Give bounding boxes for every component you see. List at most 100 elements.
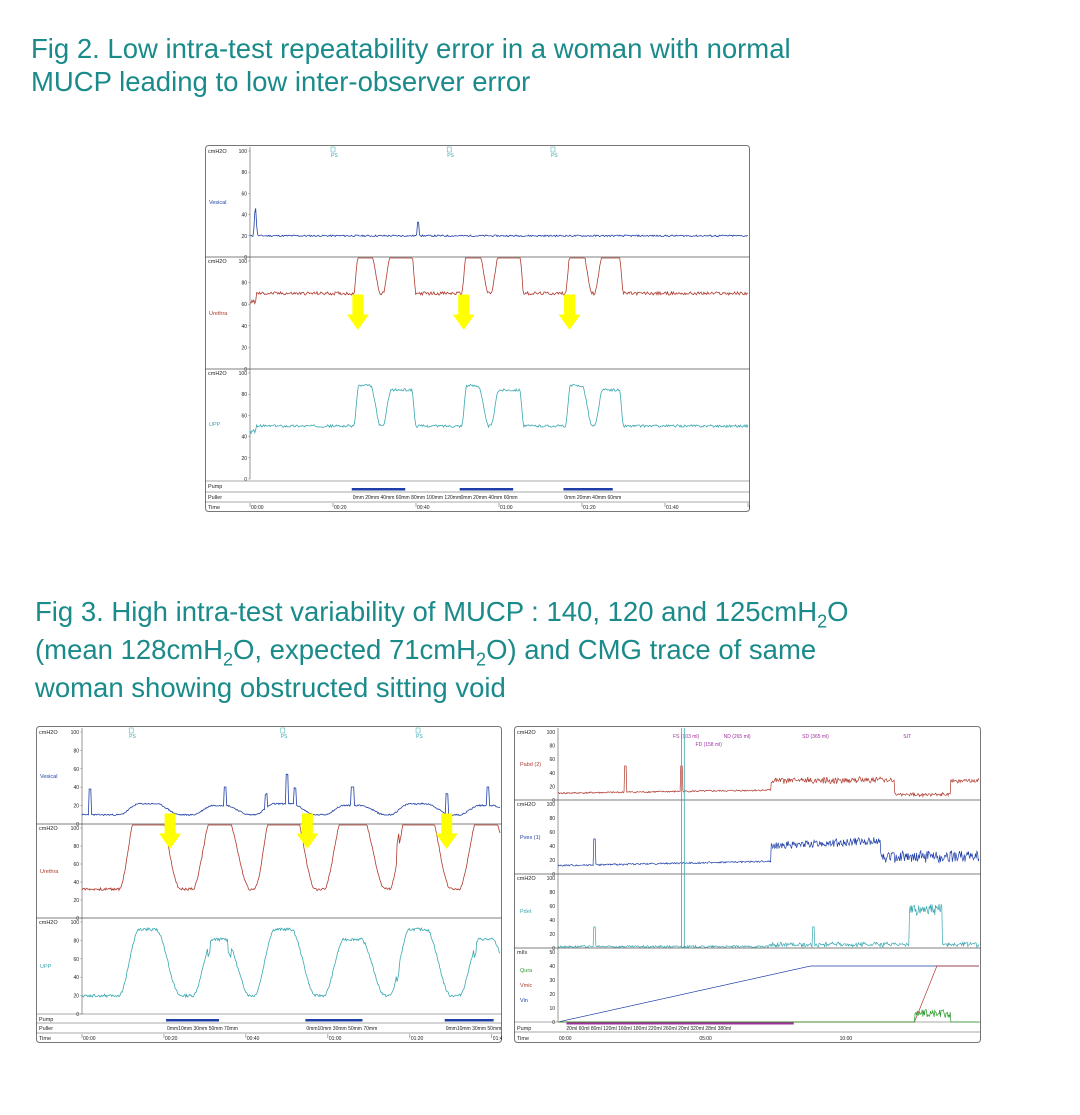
- y-tick-label: 60: [73, 767, 79, 773]
- time-tick-label: 01:00: [500, 505, 513, 511]
- time-tick-label: 01:20: [583, 505, 596, 511]
- fig3-title-line3: woman showing obstructed sitting void: [35, 672, 506, 704]
- marker-box: [446, 146, 452, 153]
- series-label-pdet: Pdet: [520, 909, 532, 915]
- series-trace-qura: [558, 1009, 979, 1023]
- series-label-vesical: Vesical: [209, 200, 226, 206]
- event-label: FS (103 ml): [673, 734, 699, 740]
- fig3-upp-chart-panel: cmH2O 100 80 60 40 20 0 Vesical cmH2O 100 80 60 40 20…: [36, 726, 502, 1043]
- y-tick-label: 80: [73, 938, 79, 944]
- arrow-marker: [159, 813, 182, 849]
- puller-text: 0mm 20mm 40mm 60mm 80mm 100mm 120mm: [353, 495, 461, 501]
- unit-label: cmH2O: [39, 920, 58, 926]
- y-tick-label: 40: [241, 324, 247, 330]
- y-tick-label: 50: [549, 950, 555, 956]
- series-label-upp: UPP: [40, 964, 52, 970]
- y-tick-label: 0: [552, 798, 555, 804]
- time-row-label: Time: [517, 1036, 529, 1042]
- time-row-label: Time: [39, 1036, 51, 1042]
- y-tick-label: 40: [549, 918, 555, 924]
- series-trace-pabd: [557, 765, 980, 798]
- y-tick-label: 100: [239, 259, 248, 265]
- time-tick-label: 00:00: [83, 1036, 96, 1042]
- fig2-title-line2: MUCP leading to low inter-observer error: [31, 66, 531, 97]
- y-tick-label: 20: [241, 456, 247, 462]
- series-label-upp: UPP: [209, 422, 221, 428]
- y-tick-label: 100: [71, 920, 80, 926]
- event-label: SD (365 ml): [802, 734, 829, 740]
- y-tick-label: 80: [549, 890, 555, 896]
- y-tick-label: 0: [76, 1012, 79, 1018]
- y-tick-label: 40: [549, 844, 555, 850]
- series-label-vmic: Vmic: [520, 983, 532, 989]
- y-tick-label: 40: [241, 213, 247, 219]
- unit-label: cmH2O: [517, 802, 536, 808]
- y-tick-label: 80: [73, 748, 79, 754]
- puller-text: 0mm10mm 30mm 50mm 70mm: [167, 1026, 238, 1032]
- puller-bar: [305, 1019, 363, 1022]
- time-tick-label: 00:00: [251, 505, 264, 511]
- y-tick-label: 100: [547, 802, 556, 808]
- unit-label: cmH2O: [517, 730, 536, 736]
- unit-label: cmH2O: [208, 371, 227, 377]
- puller-text: 0mm10mm 30mm 50mm: [446, 1026, 502, 1032]
- puller-bar: [351, 488, 406, 491]
- y-tick-label: 100: [71, 730, 80, 736]
- y-tick-label: 20: [241, 345, 247, 351]
- fig2-chart: cmH2O 100 80 60 40 20 0 Vesical cmH2O 100 80 60 40 20…: [205, 145, 750, 512]
- fig3-title-line2: (mean 128cmH2O, expected 71cmH2O) and CM…: [35, 634, 817, 670]
- series-trace-vesical: [249, 208, 749, 238]
- series-label-vesical: Vesical: [40, 774, 57, 780]
- unit-label: cmH2O: [517, 876, 536, 882]
- puller-text: 0mm 20mm 40mm 60mm: [461, 495, 518, 501]
- unit-label: cmH2O: [39, 730, 58, 736]
- y-tick-label: 100: [239, 371, 248, 377]
- fig2-title: Fig 2. Low intra-test repeatability erro…: [31, 32, 1051, 98]
- series-trace-urethra: [249, 257, 749, 305]
- time-tick-label: 01:20: [411, 1036, 424, 1042]
- fig2-title-line1: Fig 2. Low intra-test repeatability erro…: [31, 33, 791, 64]
- puller-bar: [459, 488, 514, 491]
- unit-label: ml/s: [517, 950, 527, 956]
- event-label: FD (158 ml): [696, 742, 723, 748]
- y-tick-label: 10: [549, 1006, 555, 1012]
- puller-row-label: Puller: [208, 495, 222, 501]
- y-tick-label: 60: [73, 957, 79, 963]
- y-tick-label: 80: [241, 281, 247, 287]
- y-tick-label: 20: [73, 994, 79, 1000]
- y-tick-label: 0: [244, 255, 247, 261]
- time-tick-label: 15:00: [980, 1036, 981, 1042]
- y-tick-label: 60: [241, 191, 247, 197]
- fig3-cmg-chart-panel: cmH2O 100 80 60 40 20 0 cmH2O 100 80 60 40 20 0 cmH2O 1…: [514, 726, 981, 1043]
- y-tick-label: 20: [73, 804, 79, 810]
- time-row-label: Time: [208, 505, 220, 511]
- y-tick-label: 40: [549, 771, 555, 777]
- y-tick-label: 40: [549, 964, 555, 970]
- marker-label: PS: [447, 153, 454, 159]
- marker-box: [280, 727, 286, 734]
- time-tick-label: 01:00: [329, 1036, 342, 1042]
- fig3-title-line1: Fig 3. High intra-test variability of MU…: [35, 596, 849, 632]
- time-tick-label: 00:40: [247, 1036, 260, 1042]
- y-tick-label: 0: [552, 872, 555, 878]
- y-tick-label: 80: [549, 744, 555, 750]
- series-trace-vin: [557, 965, 979, 1023]
- marker-box: [330, 146, 336, 153]
- marker-box: [128, 727, 134, 734]
- time-tick-label: 00:20: [334, 505, 347, 511]
- y-tick-label: 80: [241, 392, 247, 398]
- chart-frame: [36, 726, 502, 1043]
- y-tick-label: 60: [241, 413, 247, 419]
- marker-box: [415, 727, 421, 734]
- y-tick-label: 20: [549, 932, 555, 938]
- pump-row-label: Pump: [517, 1026, 531, 1032]
- pump-row-label: Pump: [39, 1017, 53, 1023]
- y-tick-label: 0: [76, 916, 79, 922]
- pump-row-label: Pump: [208, 484, 222, 490]
- y-tick-label: 60: [73, 862, 79, 868]
- unit-label: cmH2O: [39, 826, 58, 832]
- series-label-pabd: Pabd (2): [520, 762, 541, 768]
- y-tick-label: 100: [239, 149, 248, 155]
- series-label-qura: Qura: [520, 968, 533, 974]
